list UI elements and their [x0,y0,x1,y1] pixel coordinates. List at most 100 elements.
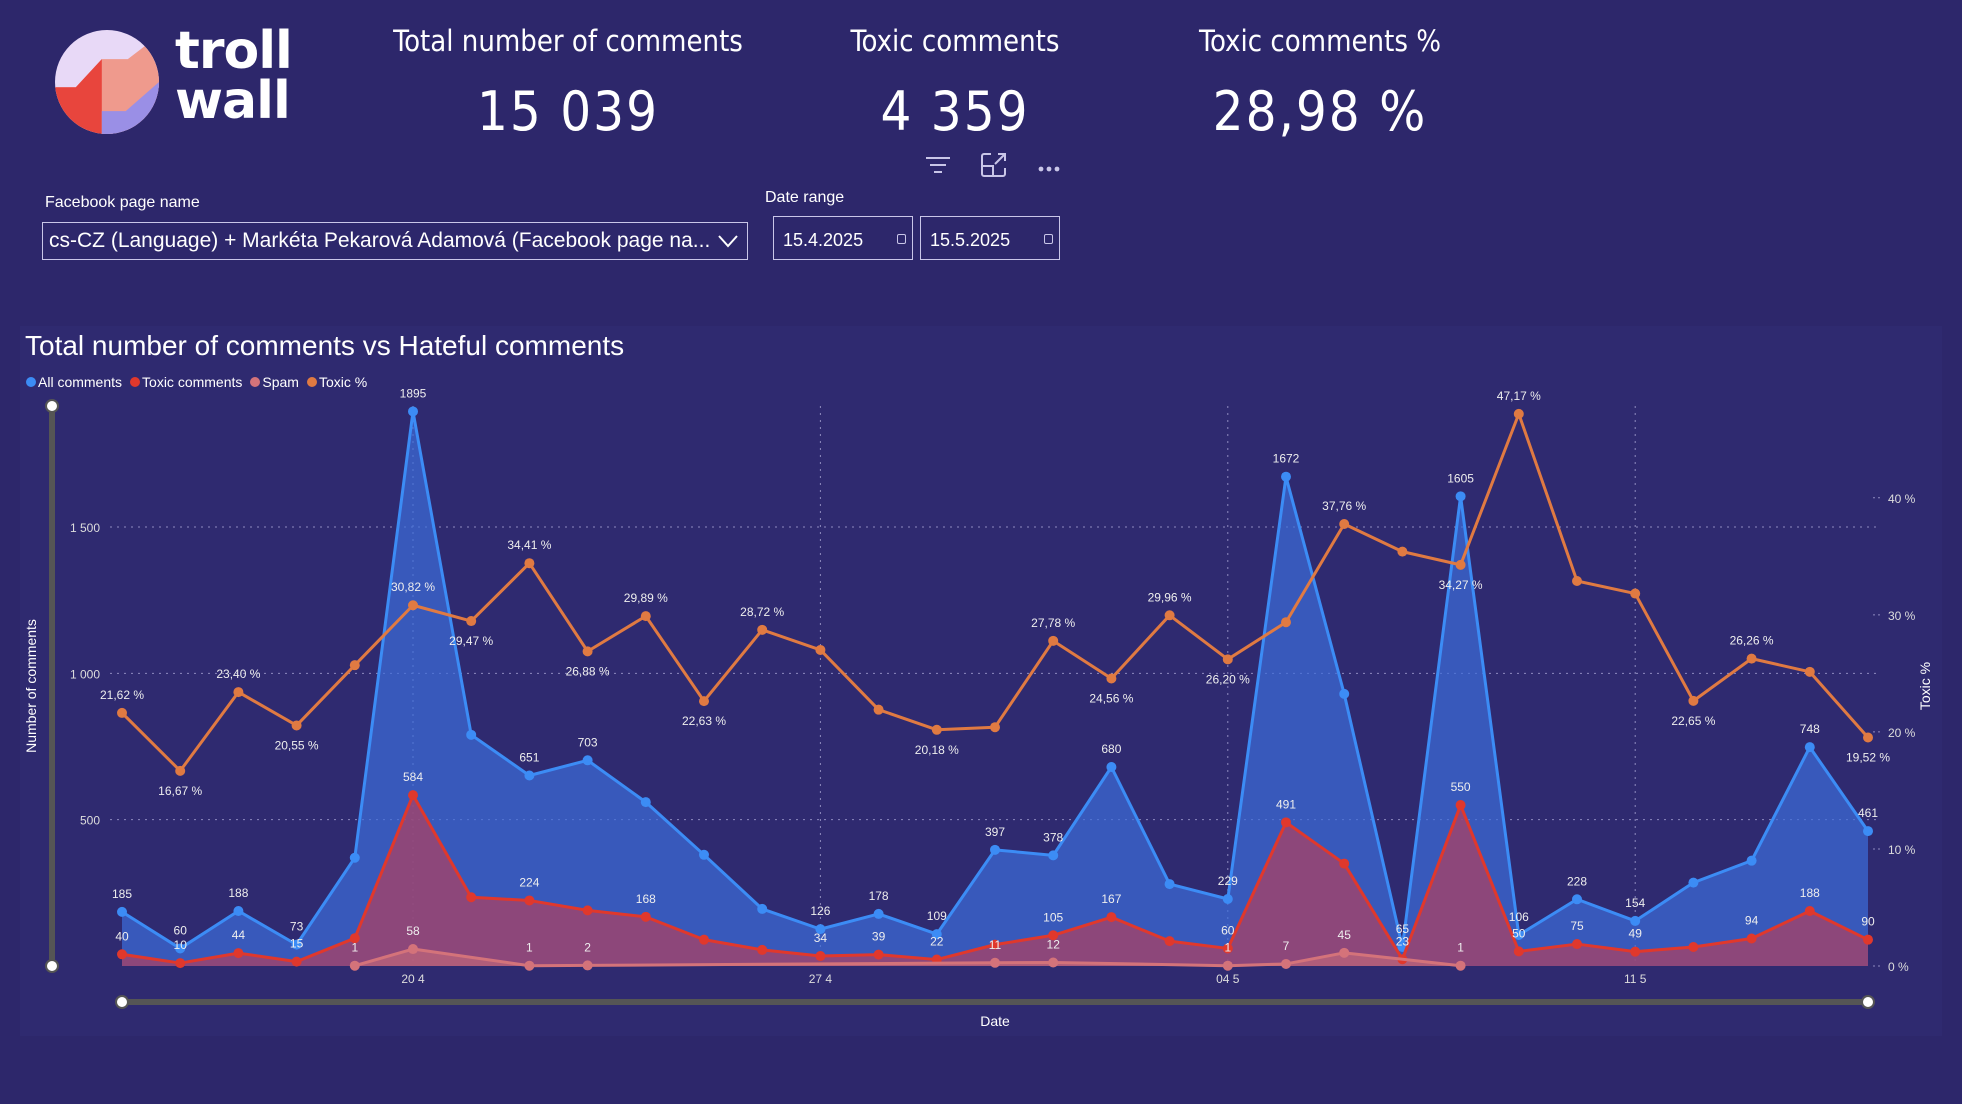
point-all-comments [1455,491,1466,502]
date-to-value: 15.5.2025 [930,230,1011,250]
data-label-spam: 2 [584,940,591,954]
logo-text-troll: troll [175,21,293,81]
point-toxic-pct [1281,617,1291,628]
data-label-spam: 12 [1047,937,1061,951]
x-tick-label: 04 5 [1216,972,1240,986]
y-zoom-slider-handle-top[interactable] [45,399,59,413]
filter-icon[interactable] [925,154,951,180]
point-all-comments [291,939,302,950]
data-label-toxic-pct: 22,65 % [1671,714,1715,728]
data-label-toxic-pct: 34,27 % [1439,578,1483,592]
point-toxic-pct [524,558,535,569]
point-all-comments [873,908,884,919]
legend-item-all-comments[interactable]: All comments [26,374,122,390]
point-toxic-comments [117,949,127,960]
data-label-all-comments: 228 [1567,874,1587,888]
data-label-toxic-pct: 37,76 % [1322,499,1366,513]
data-label-toxic-comments: 49 [1629,927,1643,941]
legend-item-toxic-pct[interactable]: Toxic % [306,374,367,390]
area-spam [354,949,1461,966]
x-zoom-slider-handle-left[interactable] [115,995,129,1009]
more-options-icon[interactable] [1037,158,1061,177]
point-spam [349,960,360,971]
point-toxic-comments [1513,946,1524,957]
data-label-all-comments: 188 [228,886,248,900]
data-label-toxic-pct: 23,40 % [216,667,260,681]
point-toxic-comments [349,933,360,944]
data-label-toxic-comments: 50 [1512,926,1526,940]
data-label-toxic-pct: 16,67 % [158,784,202,798]
data-label-all-comments: 1672 [1273,452,1300,466]
point-toxic-pct [291,720,302,731]
focus-mode-icon[interactable] [981,152,1007,182]
point-toxic-pct [815,644,826,655]
data-label-all-comments: 109 [927,909,947,923]
point-all-comments [699,849,709,860]
point-toxic-comments [233,948,244,959]
data-label-spam: 1 [351,941,358,955]
point-toxic-pct [1106,673,1117,684]
point-toxic-comments [1455,800,1466,811]
data-label-toxic-comments: 40 [115,929,129,943]
point-toxic-pct [1688,695,1699,706]
point-toxic-comments [466,892,477,903]
y-tick-label: 1 500 [70,521,100,535]
data-label-toxic-pct: 26,20 % [1206,672,1250,686]
point-all-comments [175,943,186,954]
kpi-total-comments: Total number of comments 15 039 [378,24,758,143]
data-label-toxic-comments: 105 [1043,910,1063,924]
point-toxic-pct [408,600,418,611]
y-tick-label: 1 000 [70,667,100,681]
calendar-icon[interactable] [897,234,906,244]
point-toxic-pct [1630,588,1641,599]
data-label-toxic-pct: 27,78 % [1031,616,1075,630]
date-to-input[interactable]: 15.5.2025 [920,216,1060,260]
data-label-spam: 7 [1283,939,1290,953]
point-spam [1281,958,1291,969]
logo-text-wall: wall [175,71,291,131]
area-toxic-comments [122,795,1868,966]
legend-dot-icon [26,377,36,387]
point-toxic-pct [931,724,942,735]
point-toxic-pct [175,765,186,776]
data-label-all-comments: 106 [1509,910,1529,924]
data-label-toxic-comments: 15 [290,937,304,951]
date-from-input[interactable]: 15.4.2025 [773,216,913,260]
point-toxic-comments [1863,934,1873,945]
kpi-title: Toxic comments [850,24,1060,58]
data-label-toxic-comments: 167 [1101,892,1121,906]
legend-item-spam[interactable]: Spam [250,374,299,390]
legend-item-toxic-comments[interactable]: Toxic comments [130,374,242,390]
y2-tick-label: 40 % [1888,492,1916,506]
point-all-comments [990,844,1000,855]
x-zoom-slider-handle-right[interactable] [1861,995,1875,1009]
data-label-toxic-pct: 29,89 % [624,591,668,605]
data-label-spam: 1 [1224,941,1231,955]
data-label-spam: 1 [1457,941,1464,955]
facebook-page-label: Facebook page name [45,194,200,211]
point-toxic-pct [1455,559,1466,570]
point-toxic-pct [873,704,884,715]
calendar-icon[interactable] [1044,234,1053,244]
point-all-comments [1339,688,1350,699]
x-tick-label: 11 5 [1624,972,1647,986]
point-toxic-pct [1746,653,1757,664]
y-zoom-slider-handle-bottom[interactable] [45,959,59,973]
point-toxic-pct [466,616,477,627]
point-all-comments [1746,855,1757,866]
data-label-all-comments: 1605 [1447,471,1474,485]
data-label-toxic-pct: 30,82 % [391,580,435,594]
point-spam [524,960,535,971]
data-label-all-comments: 73 [290,920,304,934]
point-all-comments [1688,877,1699,888]
data-label-toxic-pct: 47,17 % [1497,389,1541,403]
kpi-value: 28,98 % [1212,80,1428,143]
data-label-all-comments: 651 [519,750,539,764]
point-spam [1455,960,1466,971]
legend-label: All comments [38,374,123,390]
chevron-down-icon[interactable] [717,231,739,255]
kpi-toxic-comments: Toxic comments 4 359 [820,24,1090,143]
facebook-page-dropdown[interactable]: cs-CZ (Language) + Markéta Pekarová Adam… [42,222,748,260]
data-label-toxic-comments: 60 [1221,923,1235,937]
